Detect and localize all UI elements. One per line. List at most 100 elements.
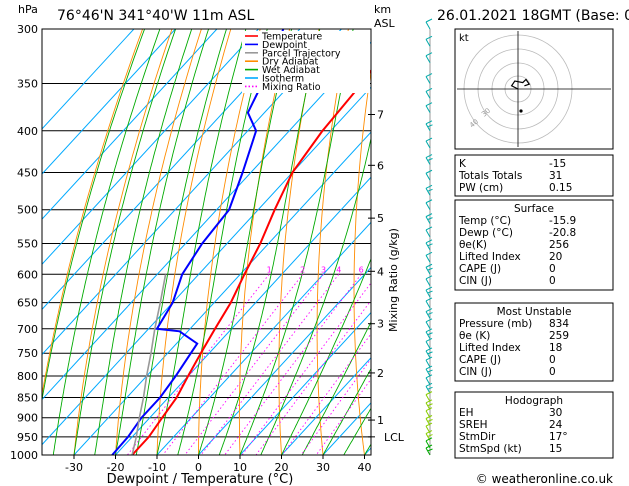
- wind-barb-staff: [425, 341, 431, 349]
- wind-barb-staff: [425, 278, 431, 287]
- stat-value: 20: [549, 251, 562, 263]
- wind-barb-staff: [425, 377, 431, 386]
- dry-adiabat: [278, 29, 320, 455]
- pressure-tick-label: 650: [17, 297, 38, 310]
- wind-barb-staff: [425, 55, 431, 63]
- stat-label: CIN (J): [459, 366, 492, 378]
- stat-value: -20.8: [549, 227, 576, 239]
- wind-barb: [425, 169, 433, 181]
- pressure-tick-label: 350: [17, 78, 38, 91]
- stat-label: Totals Totals: [458, 170, 522, 182]
- pressure-tick-label: 950: [17, 431, 38, 444]
- stat-value: 30: [549, 407, 562, 419]
- wind-barb-staff: [425, 289, 431, 298]
- wind-barbs: [425, 18, 433, 456]
- stat-label: CAPE (J): [459, 263, 501, 275]
- mixing-ratio-line: [224, 274, 362, 455]
- km-tick-label: 1: [377, 414, 384, 427]
- wind-barb: [425, 275, 433, 287]
- wind-barb: [425, 35, 433, 47]
- wind-barb-staff: [425, 386, 431, 394]
- pressure-tick-label: 700: [17, 323, 38, 336]
- stat-value: 24: [549, 419, 563, 431]
- mixing-ratio-line: [184, 274, 324, 455]
- wind-barb-staff: [425, 21, 431, 30]
- wind-barb-flag: [425, 338, 433, 342]
- wind-barb-staff: [425, 140, 431, 149]
- mixing-ratio-line: [241, 282, 371, 455]
- stat-value: 0: [549, 354, 556, 366]
- isotherm-line: [42, 29, 259, 265]
- wind-barb: [425, 308, 433, 319]
- wind-barb: [425, 120, 433, 132]
- wind-barb-staff: [425, 91, 431, 99]
- wind-barb-staff: [425, 216, 431, 224]
- wind-barb: [425, 73, 433, 84]
- wet-adiabat: [52, 29, 161, 455]
- x-tick-label: -30: [65, 461, 83, 474]
- x-tick-label: 20: [275, 461, 289, 474]
- wind-barb: [425, 356, 433, 368]
- km-tick-label: 3: [377, 318, 384, 331]
- mixing-ratio-axis-label: Mixing Ratio (g/kg): [387, 228, 400, 332]
- stat-label: StmSpd (kt): [459, 443, 522, 455]
- dry-adiabat: [316, 29, 349, 455]
- stat-label: SREH: [459, 419, 488, 431]
- stat-label: Lifted Index: [459, 251, 521, 263]
- wind-barb: [425, 365, 433, 377]
- wind-barb-flag: [425, 213, 433, 218]
- wet-adiabat: [301, 321, 371, 455]
- stat-value: 0: [549, 275, 556, 287]
- mixing-ratio-label: 6: [359, 265, 364, 274]
- wind-barb-staff: [425, 368, 431, 377]
- pressure-tick-label: 900: [17, 412, 38, 425]
- wind-barb-flag: [425, 437, 433, 442]
- wind-barb-flag: [425, 251, 433, 256]
- hodograph-table-title: Hodograph: [505, 395, 563, 407]
- wind-barb-staff: [425, 105, 431, 113]
- wind-barb-flag: [425, 399, 433, 404]
- dry-adiabat: [115, 29, 202, 455]
- wind-barb-staff: [425, 229, 431, 238]
- km-tick-label: 4: [377, 265, 384, 278]
- wind-barb-flag: [427, 158, 433, 161]
- lcl-label: LCL: [384, 431, 405, 444]
- wind-barb-flag: [425, 356, 433, 361]
- isotherm-line: [42, 29, 135, 130]
- dry-adiabat: [353, 68, 371, 455]
- wet-adiabat: [115, 29, 210, 455]
- stat-label: CIN (J): [459, 275, 492, 287]
- wind-barb: [425, 154, 433, 165]
- stat-label: θe (K): [459, 330, 490, 342]
- dry-adiabat: [73, 29, 173, 455]
- stat-value: 259: [549, 330, 569, 342]
- most-unstable-title: Most Unstable: [497, 306, 572, 318]
- wind-barb-flag: [427, 290, 433, 294]
- wind-barb-flag: [427, 217, 433, 221]
- dry-adiabat: [613, 29, 629, 455]
- grid-layer: 1 2 3 4 6 8 10 15 20 25: [42, 29, 629, 455]
- wind-barb-flag: [427, 419, 433, 422]
- stat-value: 834: [549, 318, 569, 330]
- stat-value: 0.15: [549, 182, 572, 194]
- stat-label: CAPE (J): [459, 354, 501, 366]
- isotherm-line: [156, 221, 371, 455]
- wind-barb-flag: [425, 239, 433, 244]
- isotherm-line: [115, 176, 371, 455]
- wind-barb-flag: [425, 374, 433, 379]
- km-unit-label: km: [374, 3, 391, 16]
- wind-barb-flag: [425, 328, 433, 333]
- isotherm-line: [239, 311, 371, 455]
- stat-label: PW (cm): [459, 182, 503, 194]
- stat-label: Temp (°C): [458, 215, 511, 227]
- wind-barb-flag: [427, 403, 433, 407]
- wind-barb: [425, 382, 433, 394]
- stat-value: -15: [549, 158, 566, 170]
- wind-barb-staff: [425, 39, 431, 47]
- wet-adiabat: [239, 29, 354, 455]
- dry-adiabat: [238, 29, 291, 455]
- wind-barb-staff: [425, 311, 431, 319]
- wind-barb-flag: [427, 351, 433, 355]
- wind-barb-flag: [425, 415, 433, 419]
- wind-barb-flag: [425, 275, 433, 280]
